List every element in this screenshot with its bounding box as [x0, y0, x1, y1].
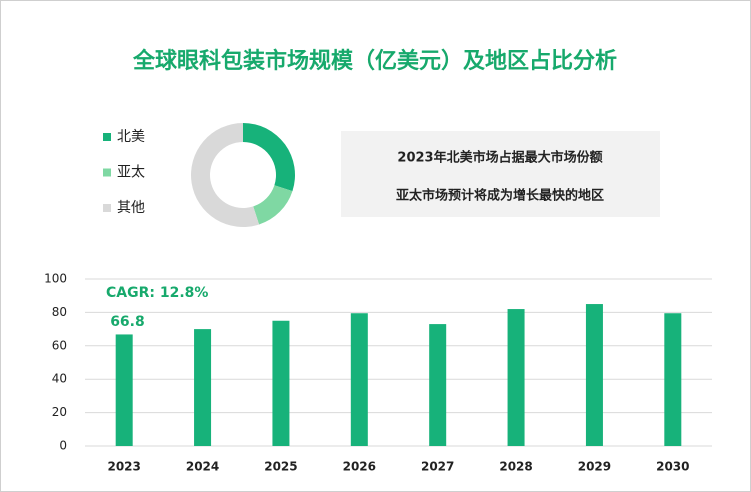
x-tick-label: 2027: [421, 460, 454, 474]
x-tick-label: 2029: [578, 460, 611, 474]
legend-label: 其他: [117, 200, 145, 216]
page-title: 全球眼科包装市场规模（亿美元）及地区占比分析: [132, 48, 617, 74]
bar: [507, 309, 525, 446]
pie-slice: [191, 123, 260, 227]
x-tick-label: 2023: [107, 460, 140, 474]
pie-slice: [243, 123, 295, 192]
bar: [194, 329, 212, 446]
x-tick-label: 2025: [264, 460, 297, 474]
x-tick-label: 2028: [499, 460, 532, 474]
legend-swatch: [103, 204, 111, 212]
y-tick-label: 100: [44, 272, 67, 286]
y-tick-label: 60: [52, 338, 67, 352]
y-tick-label: 20: [52, 405, 67, 419]
y-tick-label: 40: [52, 372, 67, 386]
pie-slice: [253, 185, 293, 225]
bar: [429, 324, 447, 446]
legend-label: 亚太: [117, 165, 145, 181]
legend-swatch: [103, 133, 111, 141]
y-tick-label: 0: [59, 439, 67, 453]
bar: [585, 304, 603, 446]
data-label: 66.8: [110, 314, 145, 330]
bar: [664, 313, 682, 446]
legend-swatch: [103, 168, 111, 177]
bar: [272, 320, 290, 446]
note-box: [341, 131, 660, 217]
x-tick-label: 2024: [186, 460, 219, 474]
bar: [115, 334, 133, 446]
note: 2023年北美市场占据最大市场份额: [397, 150, 602, 166]
x-tick-label: 2026: [343, 460, 376, 474]
bar: [350, 313, 368, 446]
note: 亚太市场预计将成为增长最快的地区: [396, 188, 604, 204]
y-tick-label: 80: [52, 305, 67, 319]
annotation: CAGR: 12.8%: [106, 285, 208, 301]
x-tick-label: 2030: [656, 460, 689, 474]
legend-label: 北美: [117, 129, 145, 145]
